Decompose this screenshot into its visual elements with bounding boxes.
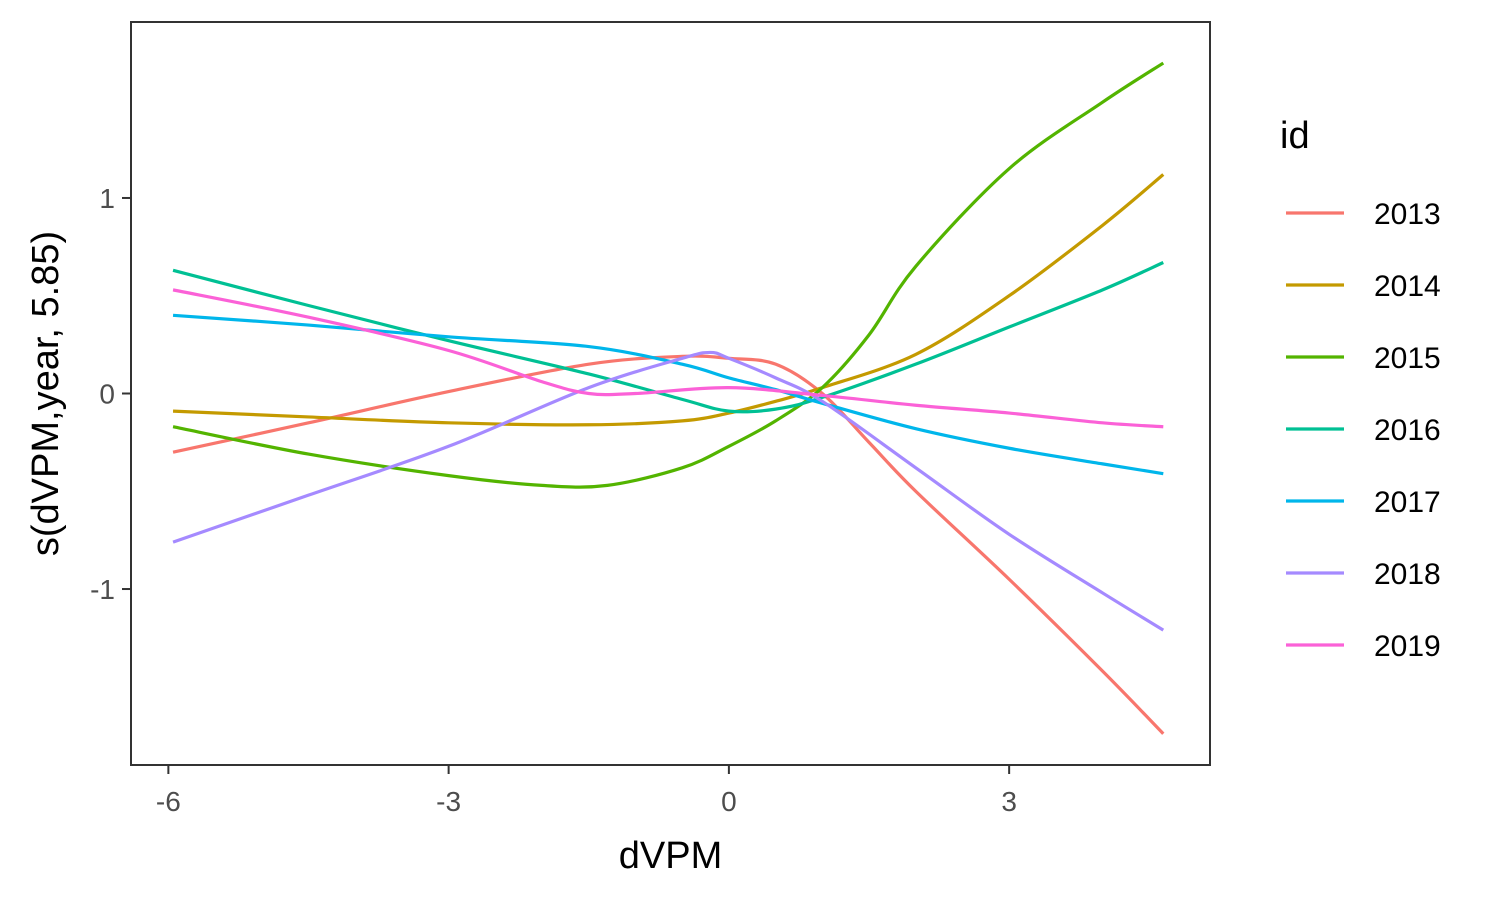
legend-label: 2013: [1374, 198, 1441, 231]
legend-title: id: [1280, 115, 1310, 157]
x-axis: -6 -3 0 3: [156, 765, 1017, 817]
series-line-2018: [172, 350, 1165, 632]
series-line-2013: [172, 354, 1165, 735]
y-tick-label: 1: [99, 183, 115, 214]
series-layer: [172, 61, 1165, 735]
y-axis-title: s(dVPM,year, 5.85): [25, 231, 67, 556]
series-line-2015: [172, 61, 1165, 489]
series-line-2019: [172, 288, 1164, 429]
legend-item-2019: 2019: [1286, 630, 1441, 663]
legend-label: 2016: [1374, 414, 1441, 447]
legend-label: 2014: [1374, 270, 1441, 303]
legend-item-2017: 2017: [1286, 486, 1441, 519]
x-axis-title: dVPM: [619, 835, 722, 877]
x-tick-label: 3: [1001, 786, 1017, 817]
x-tick-label: 0: [721, 786, 737, 817]
legend-label: 2015: [1374, 342, 1441, 375]
plot-panel: [130, 21, 1211, 766]
legend-item-2014: 2014: [1286, 270, 1441, 303]
x-tick-label: -3: [436, 786, 461, 817]
y-tick-label: 0: [99, 379, 115, 410]
series-line-2016: [172, 261, 1164, 414]
y-axis: -1 0 1: [90, 183, 131, 605]
legend-item-2013: 2013: [1286, 198, 1441, 231]
y-tick-label: -1: [90, 574, 115, 605]
legend-label: 2019: [1374, 630, 1441, 663]
legend-label: 2017: [1374, 486, 1441, 519]
legend-item-2018: 2018: [1286, 558, 1441, 591]
legend-item-2015: 2015: [1286, 342, 1441, 375]
legend-item-2016: 2016: [1286, 414, 1441, 447]
series-line-2017: [172, 313, 1164, 476]
legend-label: 2018: [1374, 558, 1441, 591]
x-tick-label: -6: [156, 786, 181, 817]
legend: id 2013 2014 2015 2016 2017 2018 2019: [1280, 115, 1441, 663]
